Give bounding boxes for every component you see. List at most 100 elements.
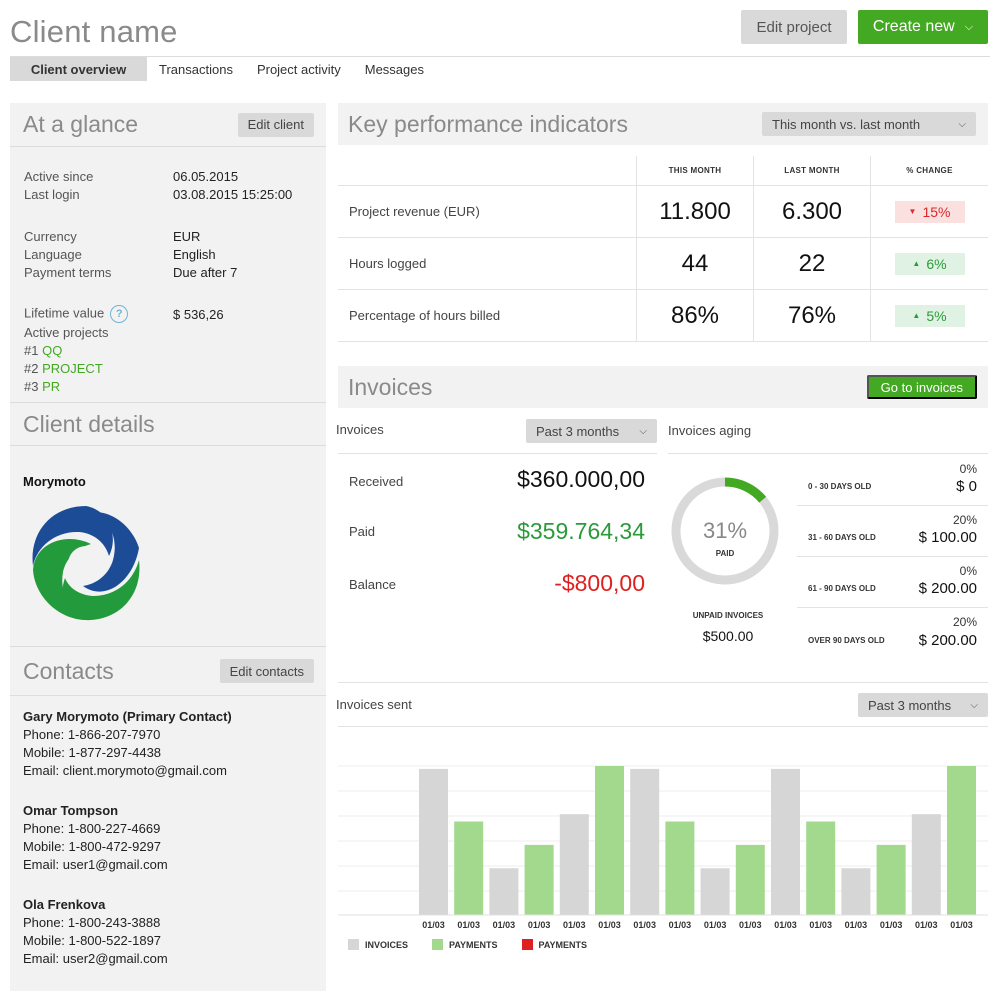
legend-item: PAYMENTS bbox=[432, 939, 498, 950]
project-link-pr[interactable]: PR bbox=[42, 379, 61, 394]
payment-bar[interactable] bbox=[735, 844, 765, 915]
x-tick-label: 01/03 bbox=[739, 920, 762, 930]
edit-client-button[interactable]: Edit client bbox=[237, 112, 314, 137]
x-tick-label: 01/03 bbox=[704, 920, 727, 930]
x-tick-label: 01/03 bbox=[774, 920, 797, 930]
payment-bar[interactable] bbox=[524, 844, 554, 915]
chevron-down-icon: ⌵ bbox=[639, 425, 647, 437]
invoices-aging-label: Invoices aging bbox=[668, 423, 752, 438]
kpi-label: Hours logged bbox=[349, 256, 427, 271]
project-link-project[interactable]: PROJECT bbox=[42, 361, 103, 376]
received-amount: $360.000,00 bbox=[517, 466, 645, 492]
invoice-bar[interactable] bbox=[630, 768, 660, 915]
table-row: Project revenue (EUR) 11.800 6.300 ▼ 15% bbox=[338, 186, 988, 238]
header-divider bbox=[10, 56, 990, 57]
contact-email: Email: client.morymoto@gmail.com bbox=[23, 763, 227, 778]
legend-label: PAYMENTS bbox=[449, 939, 498, 950]
invoice-bar[interactable] bbox=[559, 814, 589, 915]
project-link-qq[interactable]: QQ bbox=[42, 343, 63, 358]
divider bbox=[668, 453, 988, 454]
aging-row: 0% 0 - 30 DAYS OLD $ 0 bbox=[797, 455, 988, 506]
payment-bar[interactable] bbox=[665, 821, 695, 915]
payment-bar[interactable] bbox=[454, 821, 484, 915]
invoice-bar[interactable] bbox=[911, 814, 941, 915]
x-tick-label: 01/03 bbox=[422, 920, 445, 930]
change-value: 15% bbox=[922, 203, 951, 220]
change-badge: ▲ 5% bbox=[894, 304, 965, 327]
payment-terms-label: Payment terms bbox=[24, 265, 112, 280]
legend-swatch bbox=[521, 939, 533, 950]
payment-bar[interactable] bbox=[806, 821, 836, 915]
go-to-invoices-button[interactable]: Go to invoices bbox=[866, 375, 977, 399]
edit-project-button[interactable]: Edit project bbox=[741, 10, 847, 44]
invoice-bar[interactable] bbox=[700, 868, 730, 915]
page-title: Client name bbox=[10, 14, 178, 49]
kpi-period-select[interactable]: This month vs. last month ⌵ bbox=[762, 112, 976, 136]
contact-phone: Phone: 1-800-243-3888 bbox=[23, 915, 161, 930]
project-number: #2 bbox=[24, 361, 39, 376]
payment-bar[interactable] bbox=[595, 766, 624, 915]
divider bbox=[338, 726, 988, 727]
help-icon[interactable]: ? bbox=[110, 305, 129, 323]
chevron-down-icon: ⌵ bbox=[964, 20, 974, 33]
unpaid-invoices-value: $500.00 bbox=[702, 628, 754, 644]
x-tick-label: 01/03 bbox=[880, 920, 903, 930]
invoice-bar[interactable] bbox=[489, 868, 519, 915]
tab-transactions[interactable]: Transactions bbox=[159, 61, 233, 77]
active-since-label: Active since bbox=[24, 169, 94, 184]
tab-client-overview[interactable]: Client overview bbox=[10, 57, 147, 81]
client-details-title: Client details bbox=[23, 410, 155, 437]
col-last-month: LAST MONTH bbox=[753, 156, 870, 185]
project-item: #1 QQ bbox=[24, 343, 62, 358]
arrow-up-icon: ▲ bbox=[912, 259, 921, 268]
invoices-sent-period-select[interactable]: Past 3 months ⌵ bbox=[858, 693, 988, 717]
donut-paid-label: PAID bbox=[715, 549, 735, 558]
unpaid-invoices-label: UNPAID INVOICES bbox=[692, 611, 764, 620]
lifetime-value: $ 536,26 bbox=[173, 307, 224, 322]
paid-amount: $359.764,34 bbox=[517, 518, 645, 544]
aging-range: 31 - 60 DAYS OLD bbox=[808, 533, 876, 542]
contact-name: Ola Frenkova bbox=[23, 897, 106, 912]
tab-project-activity[interactable]: Project activity bbox=[256, 61, 341, 77]
invoices-period-select[interactable]: Past 3 months ⌵ bbox=[526, 419, 657, 443]
kpi-table: THIS MONTH LAST MONTH % CHANGE Project r… bbox=[338, 156, 988, 342]
client-details-header: Client details bbox=[10, 402, 326, 446]
contact-name: Gary Morymoto (Primary Contact) bbox=[23, 709, 232, 724]
change-value: 5% bbox=[926, 307, 947, 324]
tab-bar: Client overview Transactions Project act… bbox=[10, 57, 436, 81]
invoice-bar[interactable] bbox=[771, 768, 800, 915]
invoice-bar[interactable] bbox=[419, 768, 448, 915]
x-tick-label: 01/03 bbox=[457, 920, 480, 930]
aging-percent: 20% bbox=[952, 513, 977, 527]
table-row: Percentage of hours billed 86% 76% ▲ 5% bbox=[338, 290, 988, 342]
legend-label: INVOICES bbox=[365, 939, 409, 950]
invoices-period-value: Past 3 months bbox=[536, 423, 620, 439]
tab-messages[interactable]: Messages bbox=[364, 61, 424, 77]
kpi-header-blank bbox=[338, 156, 636, 185]
invoice-bar[interactable] bbox=[841, 868, 871, 915]
aging-amount: $ 0 bbox=[956, 478, 977, 495]
contact-mobile: Mobile: 1-800-522-1897 bbox=[23, 933, 162, 948]
legend-label: PAYMENTS bbox=[538, 939, 588, 950]
chevron-down-icon: ⌵ bbox=[970, 699, 978, 711]
company-name: Morymoto bbox=[23, 474, 86, 489]
invoices-header: Invoices Go to invoices bbox=[338, 366, 988, 408]
kpi-last-value: 22 bbox=[798, 249, 826, 277]
chart-legend: INVOICES PAYMENTS PAYMENTS bbox=[348, 939, 587, 950]
lifetime-value-row: Lifetime value? bbox=[24, 305, 129, 323]
kpi-this-value: 44 bbox=[681, 249, 709, 277]
legend-swatch bbox=[348, 939, 359, 950]
received-label: Received bbox=[349, 474, 404, 489]
aging-row: 0% 61 - 90 DAYS OLD $ 200.00 bbox=[797, 557, 988, 608]
legend-item: INVOICES bbox=[348, 939, 408, 950]
last-login-label: Last login bbox=[24, 187, 80, 202]
kpi-title: Key performance indicators bbox=[348, 110, 628, 137]
arrow-down-icon: ▼ bbox=[908, 207, 917, 216]
balance-label: Balance bbox=[349, 577, 396, 592]
edit-contacts-button[interactable]: Edit contacts bbox=[219, 659, 314, 683]
payment-bar[interactable] bbox=[876, 844, 906, 915]
create-new-button[interactable]: Create new ⌵ bbox=[858, 10, 988, 44]
contact-email: Email: user1@gmail.com bbox=[23, 857, 168, 872]
change-badge: ▼ 15% bbox=[894, 200, 965, 223]
payment-bar[interactable] bbox=[947, 766, 976, 915]
